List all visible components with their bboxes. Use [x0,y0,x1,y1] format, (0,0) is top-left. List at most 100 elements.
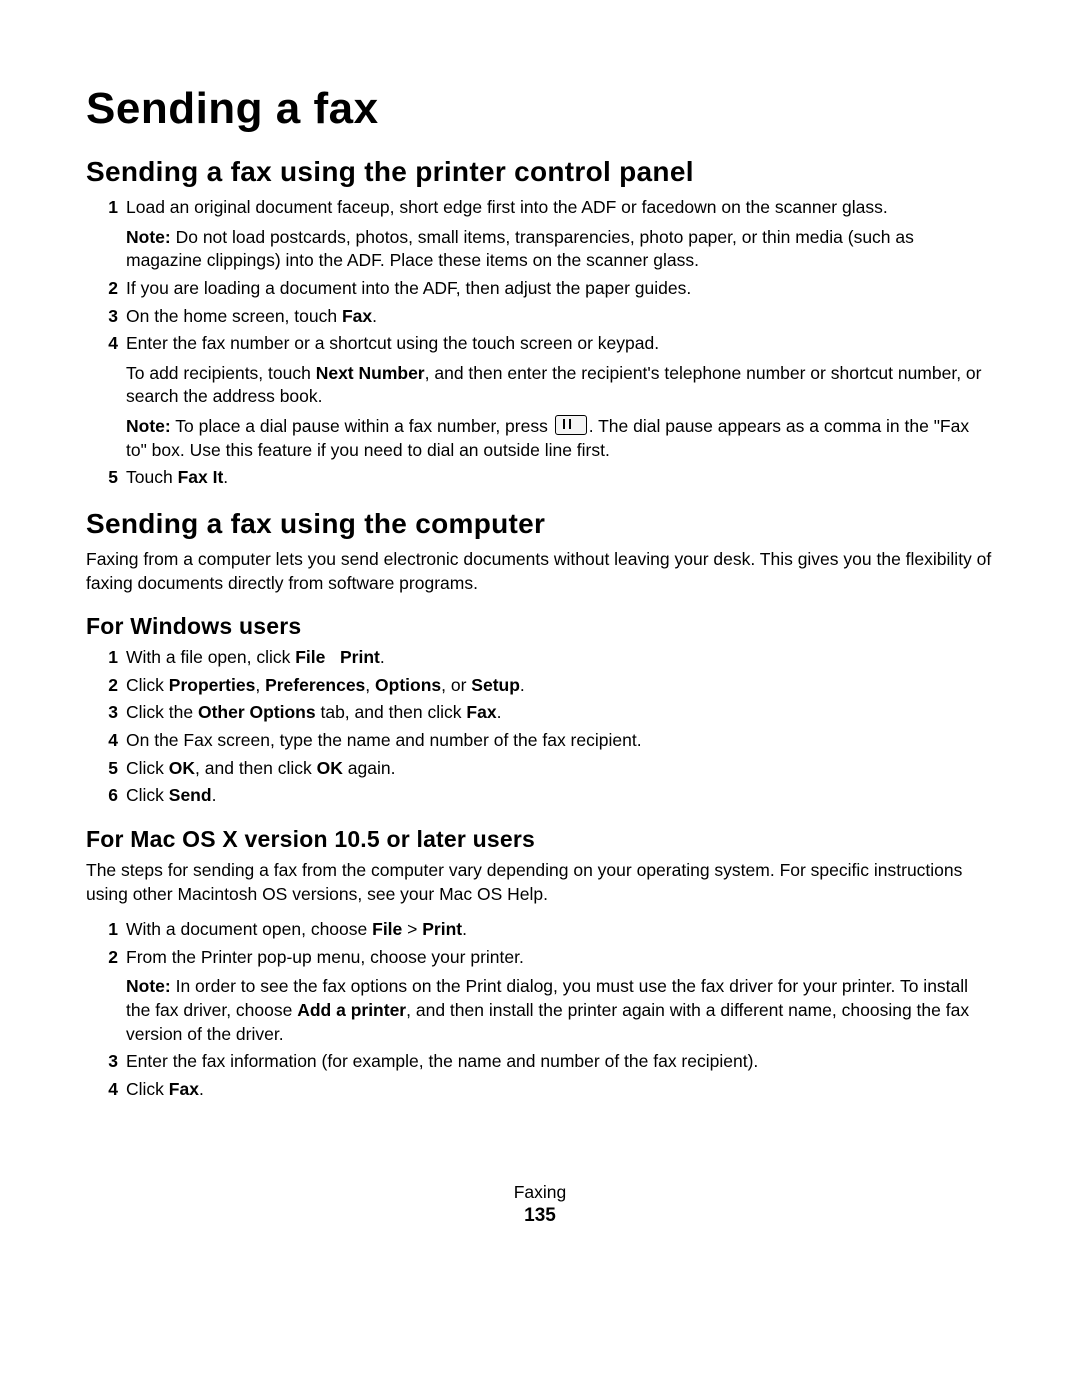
step: 4Click Fax. [86,1078,994,1102]
step-number: 6 [86,785,126,806]
bold-text: Fax [342,306,372,326]
step-number: 3 [86,1051,126,1072]
step-number: 2 [86,947,126,968]
bold-text: Fax It [178,467,224,487]
step-note: Note: Do not load postcards, photos, sma… [126,226,994,273]
step-body: Click Send. [126,784,994,808]
text [325,647,340,667]
step: 2 If you are loading a document into the… [86,277,994,301]
step: 1 Load an original document faceup, shor… [86,196,994,273]
step: 5Click OK, and then click OK again. [86,757,994,781]
section-intro: Faxing from a computer lets you send ele… [86,548,994,595]
bold-text: File [372,919,402,939]
text: again. [343,758,396,778]
note-label: Note: [126,227,171,247]
step: 3Click the Other Options tab, and then c… [86,701,994,725]
step-body: With a document open, choose File > Prin… [126,918,994,942]
step-number: 3 [86,702,126,723]
text: Click [126,785,169,805]
bold-text: Setup [471,675,520,695]
note-label: Note: [126,976,171,996]
step-body: Enter the fax information (for example, … [126,1050,994,1074]
step-number: 1 [86,647,126,668]
step-number: 2 [86,278,126,299]
step-list: 1 Load an original document faceup, shor… [86,196,994,490]
step-body: Click OK, and then click OK again. [126,757,994,781]
step: 4On the Fax screen, type the name and nu… [86,729,994,753]
text: Click [126,675,169,695]
footer-chapter: Faxing [0,1182,1080,1203]
step-after: . [372,306,377,326]
bold-text: File [295,647,325,667]
step-body: On the home screen, touch Fax. [126,305,994,329]
document-page: Sending a fax Sending a fax using the pr… [0,0,1080,1397]
subsection-heading: For Windows users [86,613,994,640]
step-body: On the Fax screen, type the name and num… [126,729,994,753]
step: 6Click Send. [86,784,994,808]
text: . [520,675,525,695]
section-heading: Sending a fax using the computer [86,508,994,540]
text: , and then click [195,758,317,778]
step-text: Enter the fax number or a shortcut using… [126,333,659,353]
step-note: Note: In order to see the fax options on… [126,975,994,1046]
step-body: Touch Fax It. [126,466,994,490]
text: . [497,702,502,722]
text: Click [126,758,169,778]
bold-text: Send [169,785,212,805]
bold-text: Properties [169,675,256,695]
step-body: Click Fax. [126,1078,994,1102]
text: From the Printer pop-up menu, choose you… [126,947,524,967]
step-after: . [223,467,228,487]
step-number: 4 [86,1079,126,1100]
note-text: Do not load postcards, photos, small ite… [126,227,914,271]
step: 1With a document open, choose File > Pri… [86,918,994,942]
bold-text: Preferences [265,675,365,695]
text: Click [126,1079,169,1099]
step-body: Load an original document faceup, short … [126,196,994,273]
page-title: Sending a fax [86,84,994,134]
step-number: 5 [86,758,126,779]
text: With a document open, choose [126,919,372,939]
step-number: 2 [86,675,126,696]
bold-text: Fax [169,1079,199,1099]
step: 2Click Properties, Preferences, Options,… [86,674,994,698]
step-note: To add recipients, touch Next Number, an… [126,362,994,409]
step-note: Note: To place a dial pause within a fax… [126,415,994,462]
step-list-windows: 1With a file open, click File Print.2Cli… [86,646,994,808]
text: Enter the fax information (for example, … [126,1051,758,1071]
note-pre: To add recipients, touch [126,363,316,383]
bold-text: Print [422,919,462,939]
bold-text: Next Number [316,363,425,383]
step-text: Load an original document faceup, short … [126,197,888,217]
section-heading: Sending a fax using the printer control … [86,156,994,188]
bold-text: OK [317,758,343,778]
step-number: 4 [86,730,126,751]
note-label: Note: [126,416,171,436]
subsection-intro: The steps for sending a fax from the com… [86,859,994,906]
text: With a file open, click [126,647,295,667]
bold-text: Fax [466,702,496,722]
text: . [380,647,385,667]
step-number: 5 [86,467,126,488]
step: 4 Enter the fax number or a shortcut usi… [86,332,994,462]
step: 2From the Printer pop-up menu, choose yo… [86,946,994,1047]
step-number: 1 [86,919,126,940]
subsection-heading: For Mac OS X version 10.5 or later users [86,826,994,853]
bold-text: Add a printer [297,1000,406,1020]
step-text: If you are loading a document into the A… [126,277,994,301]
text: . [462,919,467,939]
step: 3Enter the fax information (for example,… [86,1050,994,1074]
text: . [212,785,217,805]
step-body: Enter the fax number or a shortcut using… [126,332,994,462]
step-number: 3 [86,306,126,327]
step: 1With a file open, click File Print. [86,646,994,670]
bold-text: OK [169,758,195,778]
bold-text: Options [375,675,441,695]
step: 3 On the home screen, touch Fax. [86,305,994,329]
text: , or [441,675,471,695]
bold-text: Print [340,647,380,667]
step-number: 4 [86,333,126,354]
text: Click the [126,702,198,722]
step-body: With a file open, click File Print. [126,646,994,670]
bold-text: Other Options [198,702,316,722]
